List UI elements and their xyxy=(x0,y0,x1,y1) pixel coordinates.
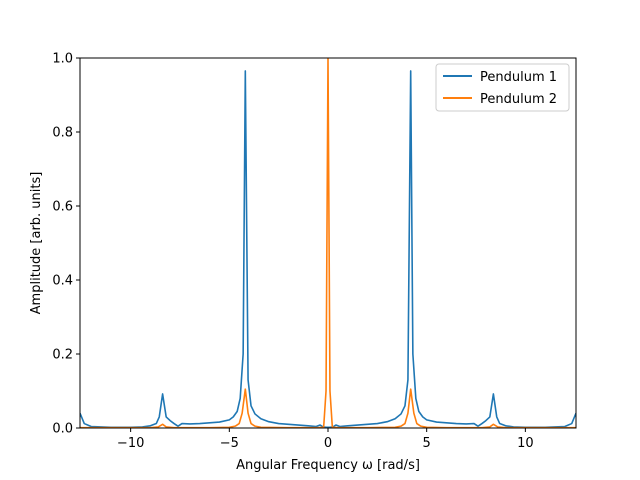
y-axis: 0.0 0.2 0.4 0.6 0.8 1.0 xyxy=(52,52,80,437)
series-line-pendulum-1 xyxy=(80,70,576,428)
x-axis-label: Angular Frequency ω [rad/s] xyxy=(236,458,420,473)
x-axis: −10 −5 0 5 10 xyxy=(117,428,534,451)
y-tick-label: 1.0 xyxy=(52,52,73,67)
x-tick-label: −5 xyxy=(220,436,239,451)
x-tick-label: 10 xyxy=(517,436,534,451)
x-tick-label: −10 xyxy=(117,436,144,451)
x-tick-label: 5 xyxy=(423,436,431,451)
legend: Pendulum 1 Pendulum 2 xyxy=(435,63,570,112)
y-tick-label: 0.2 xyxy=(52,348,73,363)
y-tick-label: 0.6 xyxy=(52,200,73,215)
legend-label-pendulum-2: Pendulum 2 xyxy=(480,92,557,107)
legend-label-pendulum-1: Pendulum 1 xyxy=(480,70,557,85)
y-axis-label: Amplitude [arb. units] xyxy=(29,172,44,315)
y-tick-label: 0.4 xyxy=(52,274,73,289)
x-tick-label: 0 xyxy=(324,436,332,451)
y-tick-label: 0.8 xyxy=(52,126,73,141)
y-tick-label: 0.0 xyxy=(52,422,73,437)
